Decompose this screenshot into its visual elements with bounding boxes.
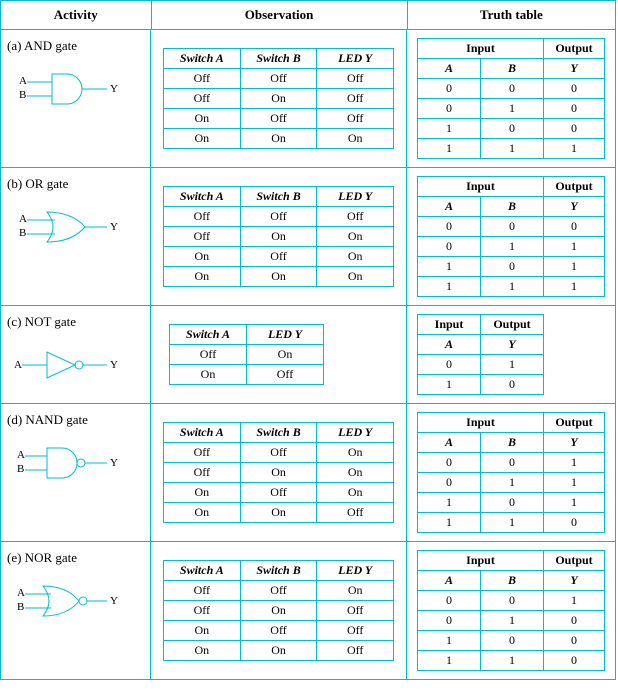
activity-nor: (e) NOR gate A B Y <box>1 542 151 679</box>
pin-b: B <box>17 463 24 475</box>
obs-not: Switch ALED Y OffOn OnOff <box>151 306 407 403</box>
pin-a: A <box>19 75 27 87</box>
obs-and: Switch ASwitch BLED Y OffOffOff OffOnOff… <box>151 30 407 167</box>
activity-not: (c) NOT gate A Y <box>1 306 151 403</box>
truth-table-not: InputOutput AY 01 10 <box>417 314 544 395</box>
row-and: (a) AND gate A B Y Switch ASwitch BLED Y… <box>1 30 615 168</box>
truth-nand: InputOutput ABY 001 011 101 110 <box>407 404 615 541</box>
header-activity: Activity <box>1 1 152 29</box>
obs-table-and: Switch ASwitch BLED Y OffOffOff OffOnOff… <box>163 48 394 149</box>
pin-b: B <box>19 227 26 239</box>
header-observation: Observation <box>152 1 408 29</box>
pin-a: A <box>19 213 27 225</box>
activity-nand: (d) NAND gate A B Y <box>1 404 151 541</box>
nor-gate-icon: A B Y <box>7 576 127 626</box>
pin-y: Y <box>110 457 118 469</box>
row-or: (b) OR gate A B Y Switch ASwitch BLED Y … <box>1 168 615 306</box>
pin-a: A <box>17 587 25 599</box>
obs-table-not: Switch ALED Y OffOn OnOff <box>169 324 324 385</box>
row-not: (c) NOT gate A Y Switch ALED Y OffOn OnO… <box>1 306 615 404</box>
pin-y: Y <box>110 359 118 371</box>
pin-b: B <box>17 601 24 613</box>
activity-or: (b) OR gate A B Y <box>1 168 151 305</box>
truth-or: InputOutput ABY 000 011 101 111 <box>407 168 615 305</box>
truth-and: InputOutput ABY 000 010 100 111 <box>407 30 615 167</box>
truth-table-nand: InputOutput ABY 001 011 101 110 <box>417 412 605 533</box>
row-nor: (e) NOR gate A B Y Switch ASwitch BLED Y… <box>1 542 615 679</box>
label-or: (b) OR gate <box>7 176 144 192</box>
obs-nor: Switch ASwitch BLED Y OffOffOn OffOnOff … <box>151 542 407 679</box>
obs-table-nor: Switch ASwitch BLED Y OffOffOn OffOnOff … <box>163 560 394 661</box>
header-row: Activity Observation Truth table <box>1 1 615 30</box>
label-nand: (d) NAND gate <box>7 412 144 428</box>
label-and: (a) AND gate <box>7 38 144 54</box>
or-gate-icon: A B Y <box>7 202 127 252</box>
pin-y: Y <box>110 221 118 233</box>
pin-y: Y <box>110 595 118 607</box>
row-nand: (d) NAND gate A B Y Switch ASwitch BLED … <box>1 404 615 542</box>
pin-b: B <box>19 89 26 101</box>
truth-table-nor: InputOutput ABY 001 010 100 110 <box>417 550 605 671</box>
obs-table-nand: Switch ASwitch BLED Y OffOffOn OffOnOn O… <box>163 422 394 523</box>
obs-table-or: Switch ASwitch BLED Y OffOffOff OffOnOn … <box>163 186 394 287</box>
pin-a: A <box>17 449 25 461</box>
truth-not: InputOutput AY 01 10 <box>407 306 615 403</box>
truth-table-or: InputOutput ABY 000 011 101 111 <box>417 176 605 297</box>
activity-and: (a) AND gate A B Y <box>1 30 151 167</box>
obs-or: Switch ASwitch BLED Y OffOffOff OffOnOn … <box>151 168 407 305</box>
pin-y: Y <box>110 83 118 95</box>
truth-table-and: InputOutput ABY 000 010 100 111 <box>417 38 605 159</box>
truth-nor: InputOutput ABY 001 010 100 110 <box>407 542 615 679</box>
label-not: (c) NOT gate <box>7 314 144 330</box>
pin-a: A <box>14 359 22 371</box>
and-gate-icon: A B Y <box>7 64 127 114</box>
logic-gates-table: Activity Observation Truth table (a) AND… <box>0 0 616 680</box>
obs-nand: Switch ASwitch BLED Y OffOffOn OffOnOn O… <box>151 404 407 541</box>
not-gate-icon: A Y <box>7 340 127 390</box>
nand-gate-icon: A B Y <box>7 438 127 488</box>
label-nor: (e) NOR gate <box>7 550 144 566</box>
header-truth: Truth table <box>408 1 615 29</box>
